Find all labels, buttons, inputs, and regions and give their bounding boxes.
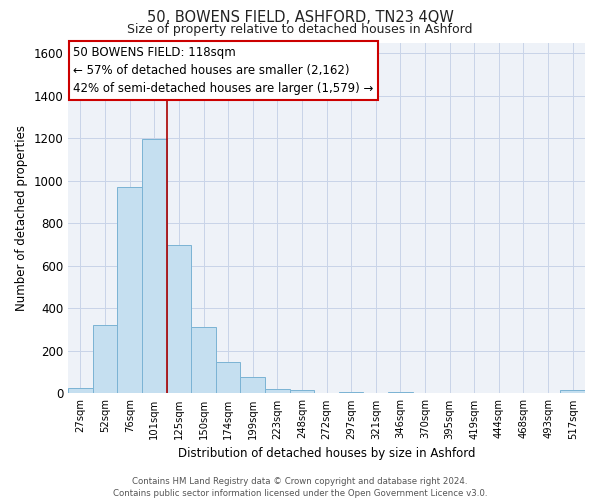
Bar <box>142 140 167 394</box>
Text: 50, BOWENS FIELD, ASHFORD, TN23 4QW: 50, BOWENS FIELD, ASHFORD, TN23 4QW <box>146 10 454 25</box>
Y-axis label: Number of detached properties: Number of detached properties <box>15 125 28 311</box>
Bar <box>339 392 364 394</box>
X-axis label: Distribution of detached houses by size in Ashford: Distribution of detached houses by size … <box>178 447 475 460</box>
Bar <box>216 362 241 394</box>
Text: Contains HM Land Registry data © Crown copyright and database right 2024.
Contai: Contains HM Land Registry data © Crown c… <box>113 476 487 498</box>
Bar <box>93 326 118 394</box>
Bar <box>290 390 314 394</box>
Bar <box>118 187 142 394</box>
Bar <box>265 389 290 394</box>
Bar <box>241 378 265 394</box>
Bar <box>560 390 585 394</box>
Text: Size of property relative to detached houses in Ashford: Size of property relative to detached ho… <box>127 22 473 36</box>
Bar <box>191 328 216 394</box>
Bar <box>167 244 191 394</box>
Text: 50 BOWENS FIELD: 118sqm
← 57% of detached houses are smaller (2,162)
42% of semi: 50 BOWENS FIELD: 118sqm ← 57% of detache… <box>73 46 374 95</box>
Bar <box>388 392 413 394</box>
Bar <box>68 388 93 394</box>
